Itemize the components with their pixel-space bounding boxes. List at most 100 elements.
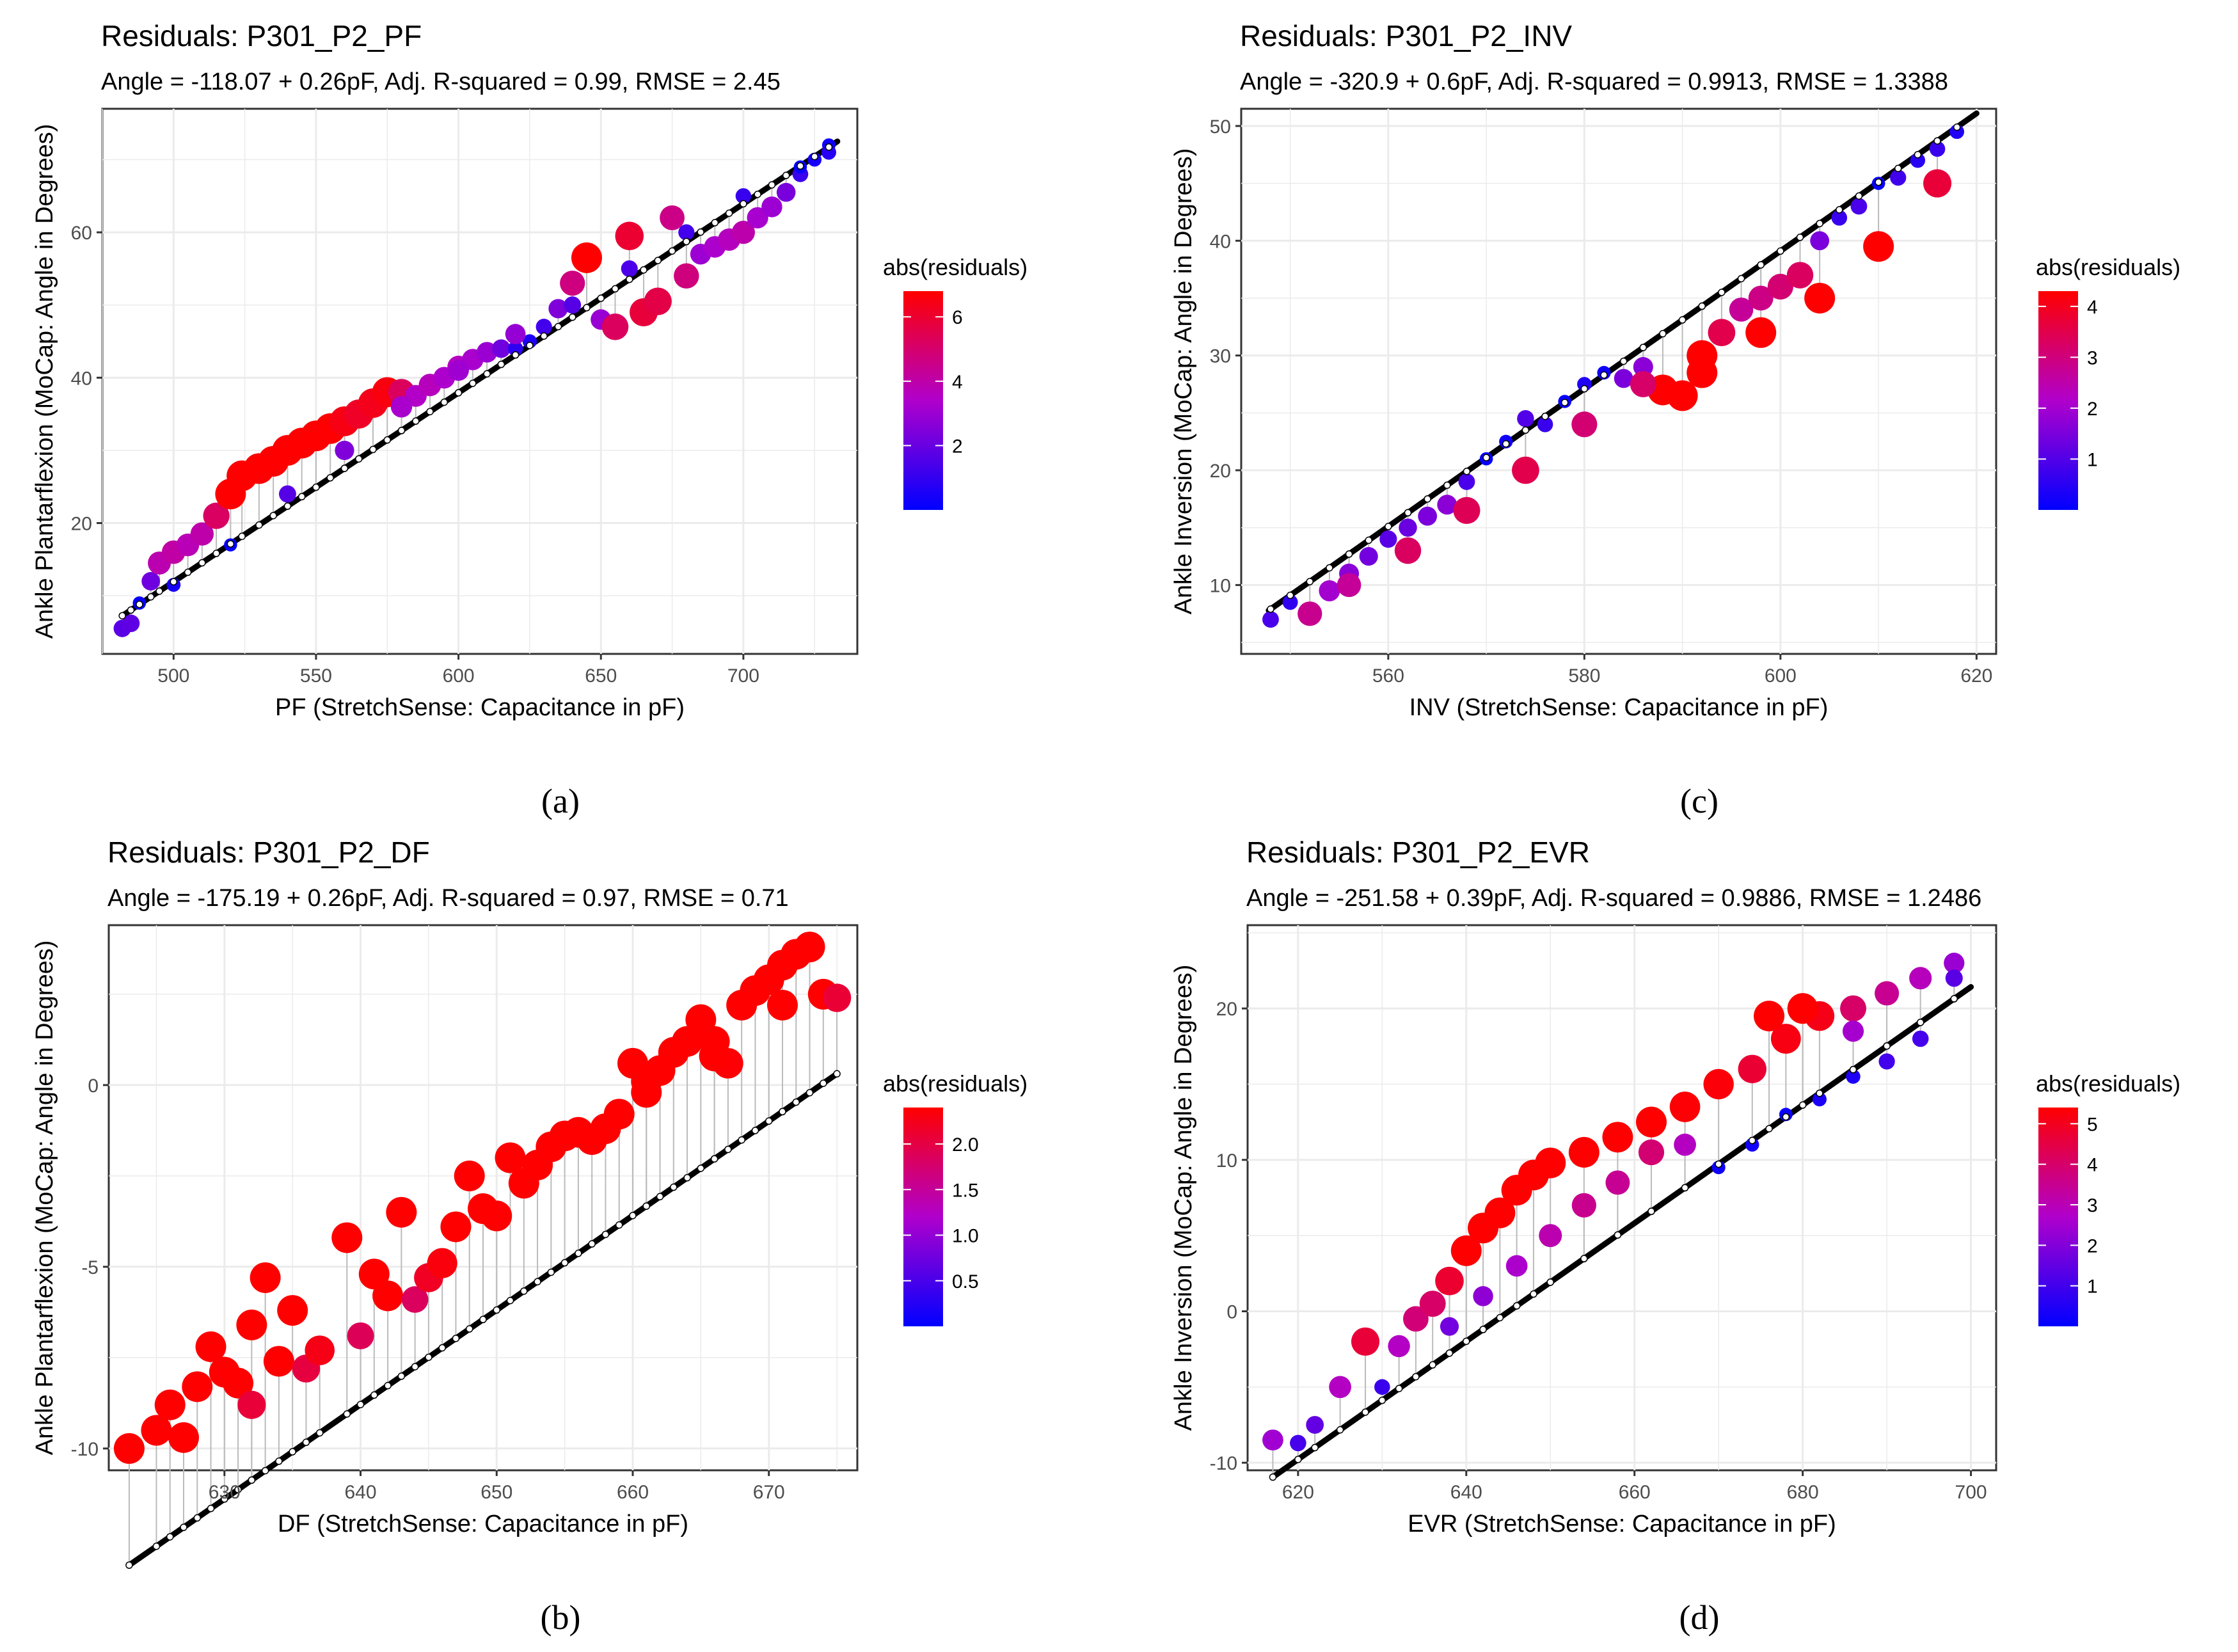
predicted-point [1777, 247, 1784, 255]
x-tick-label: 630 [209, 1482, 241, 1503]
data-point [1786, 262, 1814, 289]
predicted-point [1445, 1349, 1454, 1357]
predicted-point [147, 593, 155, 601]
data-point [454, 1160, 485, 1191]
data-point [190, 522, 214, 546]
predicted-point [1546, 1278, 1555, 1286]
predicted-point [1269, 1473, 1277, 1481]
predicted-point [1512, 1302, 1521, 1310]
predicted-point [797, 162, 804, 170]
legend-tick-label: 0.5 [952, 1271, 979, 1292]
predicted-point [520, 1287, 528, 1295]
data-point [347, 1322, 374, 1349]
legend-title: abs(residuals) [883, 1070, 1028, 1097]
data-point [237, 1390, 266, 1419]
predicted-point [170, 578, 178, 585]
y-ticks: 10 20 30 40 50 [1210, 116, 1241, 596]
points-group [113, 932, 852, 1569]
legend-tick-label: 2 [2087, 399, 2098, 420]
predicted-point [615, 1221, 623, 1229]
data-point [1787, 993, 1818, 1024]
panel-c: Residuals: P301_P2_INV Angle = -320.9 + … [1170, 19, 2180, 820]
data-point [1282, 594, 1298, 610]
data-point [1403, 1306, 1429, 1332]
predicted-point [511, 351, 520, 359]
panel-d: Residuals: P301_P2_EVR Angle = -251.58 +… [1170, 836, 2180, 1637]
data-point [735, 188, 752, 204]
panel-label: (a) [541, 782, 580, 820]
data-point [1633, 357, 1653, 377]
data-point [223, 1367, 254, 1399]
predicted-point [412, 417, 420, 425]
predicted-point [1718, 289, 1726, 296]
predicted-point [289, 1448, 296, 1456]
predicted-point [1798, 1101, 1807, 1109]
x-axis-label: DF (StretchSense: Capacitance in pF) [278, 1511, 688, 1537]
legend-tick-label: 1.0 [952, 1226, 979, 1247]
predicted-point [656, 1193, 664, 1201]
legend-tick-label: 5 [2087, 1114, 2098, 1135]
data-point [277, 1295, 308, 1326]
predicted-point [833, 1070, 841, 1078]
data-point [1605, 1170, 1630, 1195]
legend-tick-label: 2 [2087, 1235, 2098, 1257]
data-point [507, 341, 523, 356]
data-point [1674, 1133, 1696, 1156]
y-ticks: -10 0 10 20 [1210, 999, 1248, 1474]
data-point [1614, 369, 1633, 388]
chart-title: Residuals: P301_P2_PF [101, 19, 422, 52]
y-tick-label: 0 [88, 1076, 99, 1097]
data-point [1298, 601, 1322, 626]
legend-tick-label: 3 [2087, 347, 2098, 369]
data-point [548, 299, 568, 319]
predicted-point [1916, 1019, 1925, 1026]
predicted-point [738, 1136, 745, 1144]
y-ticks: 20 40 60 [71, 223, 102, 535]
predicted-point [1306, 578, 1314, 585]
predicted-point [1361, 1408, 1369, 1416]
predicted-point [315, 1429, 324, 1437]
predicted-point [454, 389, 463, 397]
data-point [621, 260, 638, 277]
data-point [536, 319, 552, 335]
data-point [1351, 1327, 1380, 1356]
y-tick-label: -10 [71, 1439, 99, 1460]
data-point [821, 145, 836, 160]
legend-tick-label: 6 [952, 307, 963, 328]
predicted-point [469, 379, 477, 387]
data-point [1831, 210, 1848, 226]
predicted-point [1580, 1255, 1588, 1262]
y-axis-label: Ankle Inversion (MoCap: Angle in Degrees… [1170, 965, 1197, 1431]
data-point [601, 314, 629, 340]
plot-panel [1246, 924, 1997, 1472]
predicted-point [1482, 454, 1490, 462]
data-point [1944, 953, 1965, 974]
data-point [1842, 1021, 1864, 1042]
data-point [1912, 1030, 1929, 1047]
y-axis-label: Ankle Plantarflexion (MoCap: Angle in De… [31, 124, 58, 639]
y-tick-label: 50 [1210, 116, 1231, 138]
data-point [1878, 1053, 1895, 1070]
data-point [1909, 967, 1932, 990]
legend-tick-label: 4 [952, 372, 963, 393]
predicted-point [1836, 206, 1843, 214]
data-point [372, 1280, 404, 1312]
data-point [278, 485, 296, 503]
predicted-point [626, 275, 633, 283]
predicted-point [411, 1363, 419, 1370]
predicted-point [697, 1164, 705, 1172]
x-tick-label: 600 [1765, 665, 1797, 687]
predicted-point [1294, 1456, 1302, 1463]
data-point [1450, 1235, 1482, 1266]
predicted-point [526, 342, 534, 349]
predicted-point [1933, 137, 1941, 145]
predicted-point [697, 228, 704, 236]
x-tick-label: 670 [753, 1482, 785, 1503]
x-tick-label: 620 [1960, 665, 1992, 687]
x-tick-label: 660 [1619, 1482, 1651, 1503]
data-point [1571, 411, 1598, 438]
y-tick-label: 20 [1210, 461, 1231, 482]
data-point [603, 1099, 635, 1130]
data-point [1745, 317, 1777, 348]
points-group [1262, 953, 1965, 1481]
